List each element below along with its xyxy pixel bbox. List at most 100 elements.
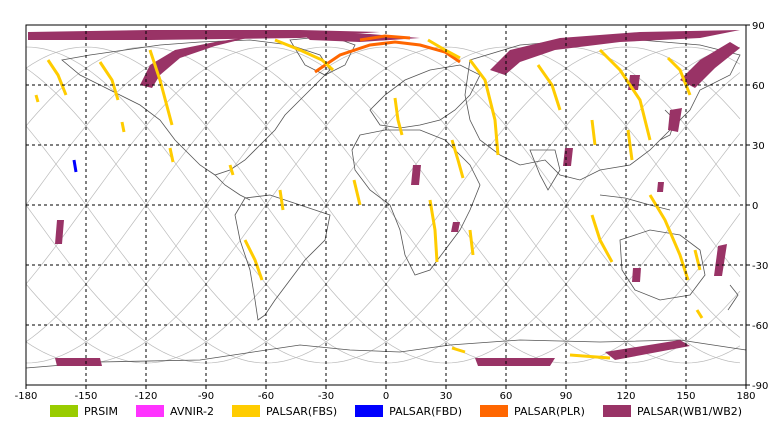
lat-tick-label: 30 (752, 141, 765, 152)
fbs-swath-12 (590, 119, 597, 146)
fbs-swath-24 (695, 309, 704, 319)
coastlines (25, 35, 747, 369)
wb-swath-8 (657, 182, 664, 192)
coast-new-zealand (727, 284, 739, 311)
coast-north-america (61, 39, 331, 176)
fbs-swath-8 (450, 139, 465, 179)
wb-swath-3 (411, 165, 421, 185)
fbs-swath-28 (693, 249, 702, 271)
wb-swath-9 (451, 222, 460, 232)
fbs-swath-22 (120, 121, 126, 133)
latitude-axis: 90 60 30 0 -30 -60 -90 (746, 21, 768, 392)
coast-australia (619, 229, 706, 301)
lat-tick-label: -60 (752, 321, 768, 332)
wb-swath-6 (714, 244, 727, 276)
graticule-grid (26, 25, 746, 385)
lat-tick-label: -30 (752, 261, 768, 272)
wb-swath-arctic-atlantic (300, 32, 420, 42)
legend-label: AVNIR-2 (170, 404, 214, 418)
fbs-swath-19 (352, 179, 362, 206)
fbs-swath-26 (569, 353, 611, 360)
legend-swatch (480, 405, 509, 417)
wb-swath-arctic-top (28, 30, 380, 40)
wb-swath-5 (632, 268, 641, 282)
lon-tick-label: -30 (318, 391, 334, 402)
fbs-swath-7 (393, 97, 404, 136)
legend-item: AVNIR-2 (136, 405, 214, 418)
lon-tick-label: -60 (258, 391, 274, 402)
legend-swatch (602, 405, 631, 417)
fbs-swath-13 (626, 129, 634, 161)
wb-swath-siberia (680, 42, 740, 88)
fbs-swath-5 (427, 38, 461, 60)
fbs-swath-14 (648, 194, 690, 281)
fbs-swath-21 (168, 147, 175, 163)
plr-swath-atlantic-arc (314, 40, 461, 74)
legend-swatch (50, 405, 78, 417)
legend-label: PALSAR(WB1/WB2) (636, 404, 743, 418)
fbs-swath-2 (98, 61, 120, 101)
legend-swatch (136, 405, 164, 417)
fbs-swath-27 (34, 94, 40, 103)
lon-tick-label: 90 (560, 391, 573, 402)
lon-tick-label: -120 (135, 391, 158, 402)
wb-swath-arctic-america (140, 36, 255, 88)
coast-se-asia (599, 194, 671, 211)
lat-tick-label: 60 (752, 81, 765, 92)
coast-antarctica (25, 339, 747, 369)
legend-swatch (355, 405, 384, 417)
fbs-swath-20 (278, 189, 285, 211)
plr-swath-europe (359, 34, 411, 42)
coverage-swaths (28, 30, 740, 366)
legend-label: PALSAR(FBS) (265, 404, 338, 418)
fbs-swath-9 (536, 64, 562, 111)
longitude-axis: -180 -150 -120 -90 -60 -30 0 30 60 90 120 150 180 (15, 385, 756, 402)
coast-central-america (214, 174, 251, 201)
legend-label: PALSAR(PLR) (514, 404, 585, 418)
coast-india (529, 149, 561, 191)
wb-swath-1 (668, 108, 682, 132)
fbs-swath-17 (428, 199, 439, 263)
legend-swatch (231, 405, 260, 417)
lon-tick-label: 180 (736, 391, 755, 402)
lat-tick-label: -90 (752, 381, 768, 392)
legend-item: PALSAR(PLR) (480, 405, 585, 418)
legend-item: PALSAR(WB1/WB2) (602, 404, 743, 418)
wb-swath-antarctic-1 (55, 358, 102, 366)
lon-tick-label: -180 (15, 391, 38, 402)
fbs-swath-4 (274, 38, 335, 72)
orbit-track (25, 46, 741, 364)
lon-tick-label: 150 (676, 391, 695, 402)
legend: PRSIM AVNIR-2 PALSAR(FBS) PALSAR(FBD) PALSAR… (50, 402, 760, 420)
legend-item: PALSAR(FBS) (231, 404, 338, 418)
lat-tick-label: 0 (752, 201, 758, 212)
fbs-swath-23 (228, 164, 235, 176)
fbs-swath-11 (666, 56, 692, 96)
lon-tick-label: -150 (75, 391, 98, 402)
orbit-track (25, 46, 741, 364)
lon-tick-label: 0 (383, 391, 389, 402)
legend-label: PRSIM (84, 404, 118, 418)
lon-tick-label: 30 (440, 391, 453, 402)
coast-asia (464, 39, 741, 181)
lat-tick-label: 90 (752, 21, 765, 32)
fbs-swath-25 (451, 346, 466, 354)
fbs-swath-6 (468, 59, 500, 156)
fbs-swath-16 (243, 239, 264, 281)
wb-swath-antarctic-2 (475, 358, 555, 366)
fbs-swath-15 (590, 214, 614, 263)
fbs-swath-3 (148, 49, 174, 126)
wb-swath-arctic-asia (490, 30, 740, 75)
lon-tick-label: -90 (198, 391, 214, 402)
legend-item: PALSAR(FBD) (355, 405, 462, 418)
lon-tick-label: 120 (616, 391, 635, 402)
legend-item: PRSIM (50, 405, 118, 418)
fbs-swath-10 (598, 48, 652, 141)
fbd-swath-1 (72, 159, 78, 173)
fbs-swath-18 (468, 229, 475, 256)
legend-label: PALSAR(FBD) (389, 404, 463, 418)
coast-south-america (234, 194, 331, 321)
fbs-swath-1 (46, 59, 68, 96)
lon-tick-label: 60 (500, 391, 513, 402)
